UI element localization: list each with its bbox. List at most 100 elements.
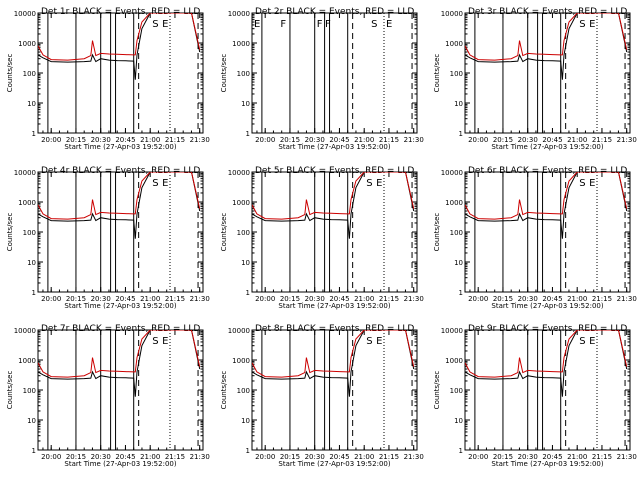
- x-tick-label: 21:00: [567, 295, 587, 303]
- y-tick-label: 10: [27, 259, 36, 267]
- x-axis-label: Start Time (27-Apr-03 19:52:00): [491, 460, 603, 468]
- y-tick-label: 10: [454, 100, 463, 108]
- panel-8: Det 8r BLACK = Events, RED = LLD 1 10 100 10…: [220, 324, 424, 468]
- x-tick-label: 20:15: [66, 453, 86, 461]
- marker-label: E: [376, 336, 382, 347]
- plot-frame: [37, 329, 204, 451]
- plot-frame: [251, 171, 418, 293]
- y-tick-label: 1: [246, 289, 250, 297]
- x-tick-label: 21:15: [592, 295, 612, 303]
- x-tick-label: 20:15: [280, 453, 300, 461]
- x-tick-label: 20:00: [41, 295, 61, 303]
- y-tick-label: 100: [237, 229, 250, 237]
- y-axis-label: Counts/sec: [6, 371, 14, 410]
- marker-label: E: [162, 19, 168, 30]
- y-tick-label: 1000: [18, 357, 36, 365]
- x-tick-label: 20:15: [493, 453, 513, 461]
- x-tick-label: 21:30: [404, 453, 424, 461]
- x-tick-label: 20:45: [329, 136, 349, 144]
- series-line-lld: [465, 172, 628, 220]
- x-tick-label: 20:30: [305, 295, 325, 303]
- x-tick-label: 20:30: [305, 453, 325, 461]
- x-tick-label: 21:30: [617, 295, 637, 303]
- x-tick-label: 21:00: [140, 136, 160, 144]
- y-tick-label: 100: [450, 229, 463, 237]
- y-tick-label: 10000: [228, 169, 250, 177]
- panel-title: Det 5r BLACK = Events, RED = LLD: [255, 166, 414, 176]
- y-tick-label: 100: [450, 70, 463, 78]
- y-tick-label: 1: [246, 447, 250, 455]
- x-tick-label: 20:45: [542, 453, 562, 461]
- y-tick-label: 1000: [445, 40, 463, 48]
- x-axis-label: Start Time (27-Apr-03 19:52:00): [64, 460, 176, 468]
- y-tick-label: 1000: [18, 199, 36, 207]
- marker-label: E: [589, 336, 595, 347]
- marker-label: S: [152, 336, 158, 347]
- x-tick-label: 21:15: [165, 453, 185, 461]
- series-line-events: [38, 172, 201, 239]
- x-tick-label: 21:00: [140, 453, 160, 461]
- marker-label: S: [579, 19, 585, 30]
- x-tick-label: 20:15: [66, 295, 86, 303]
- y-tick-label: 10: [27, 417, 36, 425]
- x-tick-label: 20:30: [91, 136, 111, 144]
- marker-label: S: [366, 336, 372, 347]
- y-tick-label: 100: [450, 387, 463, 395]
- y-tick-label: 10000: [441, 10, 463, 18]
- y-tick-label: 1: [32, 130, 36, 138]
- y-tick-label: 10000: [14, 169, 36, 177]
- x-tick-label: 21:30: [190, 136, 210, 144]
- series-line-events: [38, 330, 201, 397]
- x-tick-label: 20:45: [329, 295, 349, 303]
- panel-9: Det 9r BLACK = Events, RED = LLD 1 10 100 10…: [433, 324, 637, 468]
- panel-title: Det 8r BLACK = Events, RED = LLD: [255, 324, 414, 334]
- x-axis-label: Start Time (27-Apr-03 19:52:00): [278, 302, 390, 310]
- panel-title: Det 7r BLACK = Events, RED = LLD: [41, 324, 200, 334]
- y-tick-label: 10000: [14, 327, 36, 335]
- y-axis-label: Counts/sec: [433, 213, 441, 252]
- x-axis-label: Start Time (27-Apr-03 19:52:00): [64, 143, 176, 151]
- x-tick-label: 20:00: [255, 136, 275, 144]
- y-tick-label: 1: [32, 447, 36, 455]
- x-tick-label: 20:00: [41, 453, 61, 461]
- y-tick-label: 10000: [228, 327, 250, 335]
- y-tick-label: 1: [459, 289, 463, 297]
- x-tick-label: 21:00: [567, 136, 587, 144]
- y-tick-label: 1: [246, 130, 250, 138]
- y-tick-label: 1000: [445, 357, 463, 365]
- y-tick-label: 10: [241, 259, 250, 267]
- x-axis-label: Start Time (27-Apr-03 19:52:00): [64, 302, 176, 310]
- panel-title: Det 9r BLACK = Events, RED = LLD: [468, 324, 627, 334]
- y-tick-label: 10000: [14, 10, 36, 18]
- x-tick-label: 20:30: [91, 453, 111, 461]
- series-line-lld: [465, 13, 628, 61]
- x-axis-label: Start Time (27-Apr-03 19:52:00): [278, 460, 390, 468]
- y-tick-label: 10000: [441, 327, 463, 335]
- y-tick-label: 1000: [232, 357, 250, 365]
- marker-label: S: [371, 19, 377, 30]
- y-tick-label: 10000: [228, 10, 250, 18]
- x-tick-label: 21:00: [354, 136, 374, 144]
- series-line-lld: [465, 330, 628, 378]
- x-tick-label: 20:15: [280, 295, 300, 303]
- marker-label: E: [376, 178, 382, 189]
- series-line-events: [465, 13, 628, 80]
- x-tick-label: 20:00: [255, 453, 275, 461]
- marker-label: S: [579, 336, 585, 347]
- x-tick-label: 20:30: [305, 136, 325, 144]
- panel-3: Det 3r BLACK = Events, RED = LLD 1 10 100 10…: [433, 7, 637, 151]
- y-axis-label: Counts/sec: [220, 371, 228, 410]
- marker-label: F: [325, 19, 331, 30]
- x-tick-label: 21:30: [404, 295, 424, 303]
- x-tick-label: 21:00: [567, 453, 587, 461]
- y-tick-label: 10: [454, 259, 463, 267]
- x-tick-label: 20:30: [518, 453, 538, 461]
- marker-label: S: [152, 19, 158, 30]
- series-line-lld: [252, 172, 415, 220]
- y-tick-label: 10: [27, 100, 36, 108]
- x-tick-label: 21:30: [190, 453, 210, 461]
- series-line-events: [252, 330, 415, 397]
- y-tick-label: 1: [32, 289, 36, 297]
- x-tick-label: 20:45: [329, 453, 349, 461]
